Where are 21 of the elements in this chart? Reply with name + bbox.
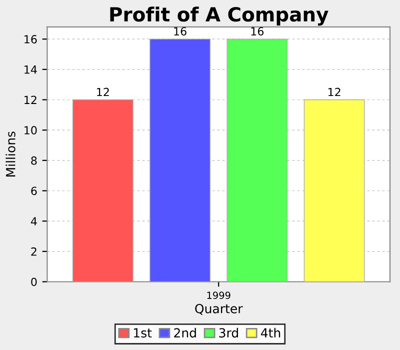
data-label: 12 xyxy=(328,88,340,96)
y-tick-label: 6 xyxy=(31,186,37,196)
legend-label: 1st xyxy=(134,328,152,338)
y-tick-label: 16 xyxy=(24,35,37,44)
y-tick-label: 4 xyxy=(30,217,37,226)
data-label: 16 xyxy=(251,27,264,36)
y-tick-label: 2 xyxy=(31,247,36,256)
y-tick-label: 12 xyxy=(24,96,36,104)
data-label: 16 xyxy=(174,27,186,36)
y-tick-label: 10 xyxy=(24,126,37,134)
legend-label: 3rd xyxy=(219,328,238,338)
chart-title: Profit of A Company xyxy=(110,6,328,26)
y-tick-label: 8 xyxy=(31,156,37,165)
x-tick-label: 1999 xyxy=(207,292,230,299)
legend-label: 2nd xyxy=(174,328,196,338)
y-tick-label: 14 xyxy=(24,66,37,74)
legend-label: 4th xyxy=(260,328,280,338)
y-axis-title: Millions xyxy=(6,132,16,176)
x-axis-title: Quarter xyxy=(195,304,243,315)
y-tick-label: 0 xyxy=(31,278,37,286)
data-label: 12 xyxy=(97,88,109,96)
